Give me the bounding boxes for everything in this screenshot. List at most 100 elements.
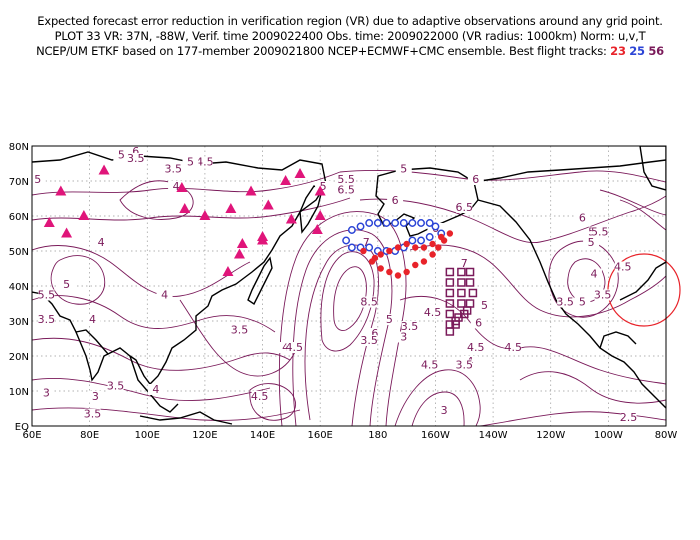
lat-tick-label: 80N [9, 142, 29, 153]
contour-value-label: 4.5 [614, 261, 632, 274]
contour-value-label: 4 [173, 180, 180, 193]
flight-tracks [342, 219, 478, 336]
track-23-point [371, 254, 379, 262]
station-triangle [55, 185, 67, 196]
contour-label-bg [436, 405, 453, 416]
japan-coastline [247, 256, 273, 306]
station-triangle [257, 231, 269, 241]
contour-value-label: 5 [63, 278, 70, 291]
contour-value-label: 3.5 [107, 380, 125, 393]
track-25-point [417, 219, 425, 227]
track-23-point [435, 244, 442, 251]
contour-label-bg [470, 317, 487, 329]
contour-line [119, 180, 194, 220]
kamchatka-coastline [299, 185, 323, 234]
contour-label-bg [614, 261, 631, 273]
contour-value-label: 3 [43, 387, 50, 400]
contour-label-bg [147, 384, 164, 395]
lat-tick-label: EQ [15, 422, 29, 433]
track-56-point [445, 278, 455, 287]
contour-label-bg [387, 195, 404, 206]
lon-tick-label: 60E [22, 430, 41, 441]
track-56-point [445, 267, 455, 277]
contour-label-bg [231, 324, 248, 336]
track-25-point [342, 236, 351, 245]
track-23-point [420, 244, 428, 251]
north-america-coastline [473, 159, 666, 409]
station-triangle [179, 203, 191, 213]
contour-value-label: 4 [98, 236, 105, 249]
track-25-point [373, 219, 382, 227]
track-56-point [457, 299, 466, 308]
alaska-coastline [375, 167, 479, 237]
contour-value-label: 3.5 [164, 163, 182, 176]
contour-line [394, 369, 481, 426]
track-25-point [408, 219, 417, 227]
contour-label-bg [594, 289, 611, 301]
india-coastline [75, 331, 109, 382]
track-25-point [391, 219, 400, 227]
station-triangle [98, 164, 110, 175]
contour-label-bg [87, 391, 104, 402]
contour-value-label: 5 [588, 236, 595, 249]
contour-value-label: 6 [132, 145, 139, 158]
contour-value-label: 2.5 [620, 411, 638, 424]
contour-value-label: 3.5 [231, 324, 249, 337]
contour-value-label: 5 [579, 296, 586, 309]
track-23-point [438, 233, 445, 241]
station-triangle [285, 213, 297, 224]
axis-tick-labels: 60E 80E 100E 120E 140E 160E 180 160W 140W 120W 100… [9, 142, 678, 441]
lon-tick-label: 100W [594, 430, 623, 441]
contour-line [32, 171, 341, 196]
contour-value-label: 6 [579, 212, 586, 225]
contour-value-label: 7 [461, 257, 468, 270]
contour-label-bg [591, 226, 608, 238]
header-line-3: NCEP/UM ETKF based on 177-member 2009021… [0, 44, 700, 59]
lat-tick-label: 50N [9, 247, 29, 258]
track-56-point [462, 306, 472, 315]
contour-line [411, 391, 465, 426]
contour-value-label: 4 [89, 313, 96, 326]
track-23-point [420, 258, 428, 265]
contour-label-bg [165, 163, 182, 175]
contour-label-bg [421, 359, 438, 371]
track-56-point [465, 267, 475, 277]
contour-value-label: 4 [161, 289, 168, 302]
contour-label-bg [156, 289, 173, 301]
contour-label-bg [182, 156, 199, 168]
central-america-coastline [599, 331, 637, 349]
contour-label-bg [574, 212, 591, 224]
station-triangle [294, 168, 306, 178]
track-56-point [445, 299, 455, 308]
contour-label-bg [395, 331, 412, 343]
header-line-1: Expected forecast error reduction in ver… [37, 14, 663, 28]
contour-value-label: 6.5 [337, 184, 355, 197]
header-line-2: PLOT 33 VR: 37N, -88W, Verif. time 20090… [54, 29, 646, 43]
station-triangle [311, 224, 323, 234]
contour-value-label: 6 [392, 194, 399, 207]
contour-label-bg [168, 181, 185, 192]
contour-label-bg [286, 342, 303, 353]
contour-value-label: 5.5 [591, 226, 609, 239]
contour-value-label: 8.5 [360, 296, 378, 309]
lat-tick-label: 20N [9, 352, 29, 363]
contour-label-bg [29, 174, 46, 185]
contour-value-label: 6 [475, 317, 482, 330]
contour-label-bg [395, 163, 412, 175]
station-triangle [233, 248, 245, 259]
contour-value-label: 5 [118, 149, 125, 162]
track-56-point [457, 278, 466, 287]
contour-value-label: 7 [363, 236, 370, 249]
track-25-point [365, 243, 374, 252]
track-25-point [417, 236, 425, 245]
track-56-point [445, 288, 455, 298]
track-23-point [377, 251, 384, 258]
track-56-point [445, 327, 455, 336]
lon-tick-label: 180 [368, 430, 387, 441]
contour-value-label: 4 [152, 383, 159, 396]
contour-label-bg [84, 408, 101, 420]
station-triangle [61, 227, 73, 238]
contour-line [249, 383, 296, 421]
track-25-point [399, 219, 408, 227]
lat-tick-label: 40N [9, 282, 29, 293]
